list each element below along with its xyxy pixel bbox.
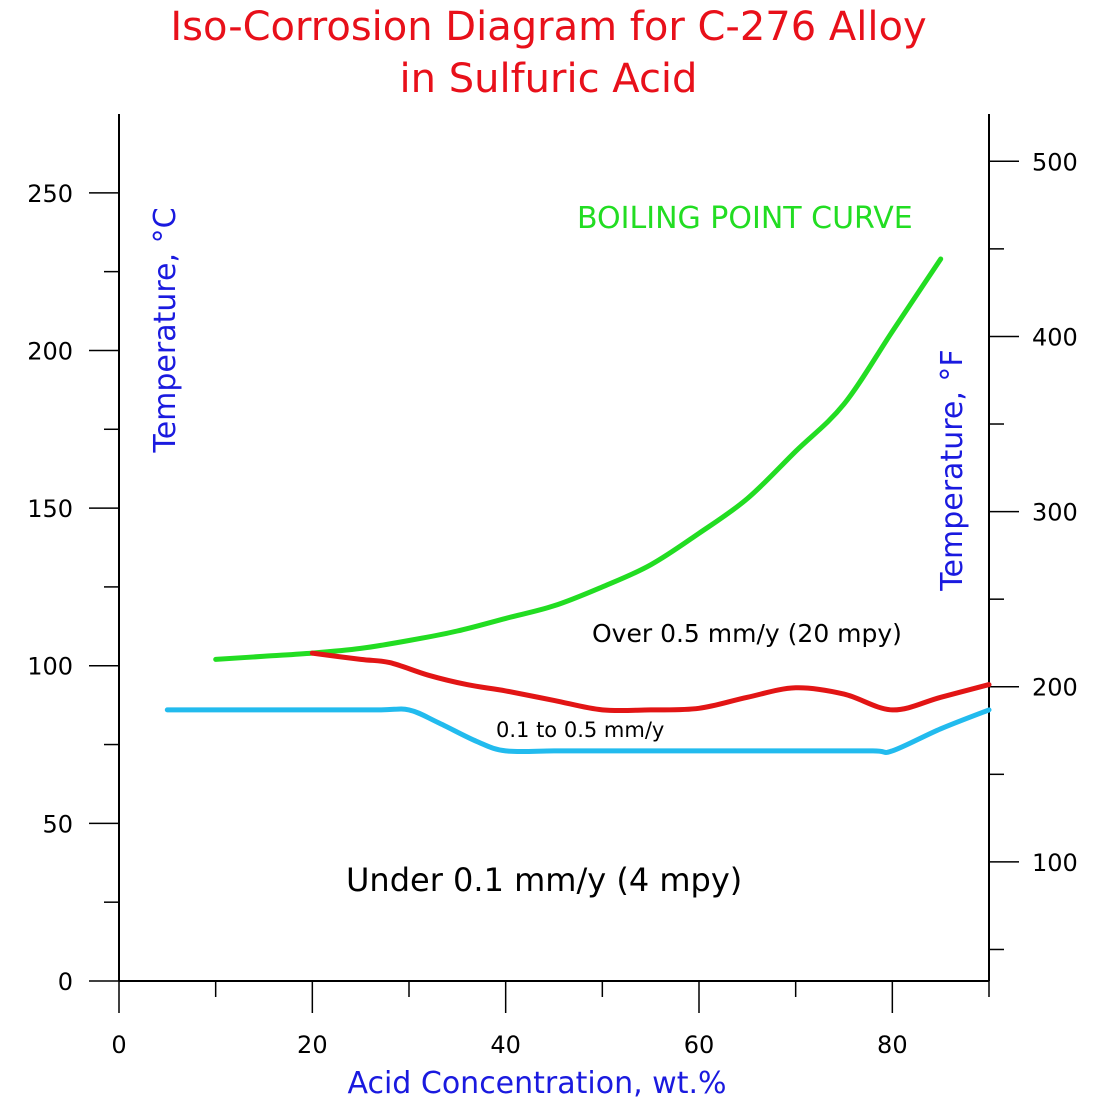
over-region-label: Over 0.5 mm/y (20 mpy) — [592, 619, 902, 648]
x-tick-label: 80 — [877, 1031, 908, 1059]
y-tick-label-left: 100 — [27, 653, 73, 681]
y-tick-label-left: 250 — [27, 180, 73, 208]
iso-corrosion-0-1-line — [164, 706, 992, 755]
x-tick-label: 40 — [490, 1031, 521, 1059]
y-tick-label-left: 0 — [58, 968, 73, 996]
y-tick-label-right: 200 — [1032, 674, 1078, 702]
y-tick-label-right: 300 — [1032, 499, 1078, 527]
y-tick-label-right: 500 — [1032, 148, 1078, 176]
x-tick-label: 20 — [297, 1031, 328, 1059]
under-region-label: Under 0.1 mm/y (4 mpy) — [346, 861, 742, 899]
x-tick-label: 0 — [111, 1031, 126, 1059]
iso-corrosion-0-5-line — [309, 650, 992, 714]
between-region-label: 0.1 to 0.5 mm/y — [496, 718, 664, 742]
x-tick-label: 60 — [684, 1031, 715, 1059]
text-layer: Temperature, °C Temperature, °F Acid Con… — [148, 201, 970, 1101]
y-tick-label-right: 400 — [1032, 323, 1078, 351]
y-tick-label-left: 50 — [42, 810, 73, 838]
boiling-point-curve-line — [213, 256, 944, 662]
chart-title-line-1: Iso-Corrosion Diagram for C-276 Alloy — [170, 4, 927, 50]
boiling-point-curve-label: BOILING POINT CURVE — [577, 201, 913, 236]
y-axis-label-right: Temperature, °F — [935, 349, 970, 591]
axes-layer: 0 20 40 60 80 0 50 100 150 200 250 100 200 300 400 500 — [27, 114, 1078, 1059]
y-tick-label-right: 100 — [1032, 849, 1078, 877]
series-layer — [164, 256, 992, 755]
chart-title-line-2: in Sulfuric Acid — [399, 56, 698, 102]
y-tick-label-left: 150 — [27, 495, 73, 523]
x-axis-label: Acid Concentration, wt.% — [347, 1066, 726, 1101]
y-tick-label-left: 200 — [27, 337, 73, 365]
y-axis-label-left: Temperature, °C — [148, 207, 183, 453]
